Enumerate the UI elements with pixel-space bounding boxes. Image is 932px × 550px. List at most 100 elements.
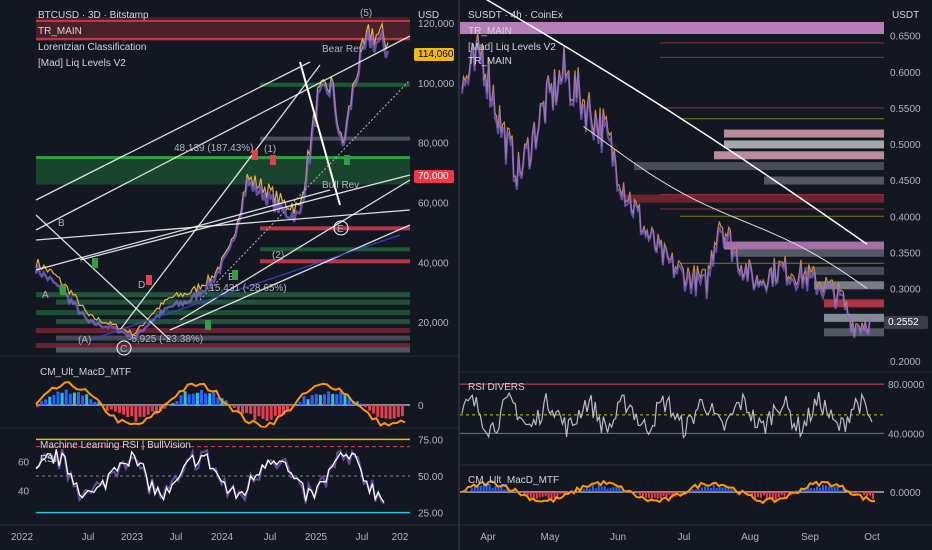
btc-liq-band [56, 347, 410, 353]
btc-liq-band [260, 136, 410, 141]
btc-waveC-circle [116, 340, 132, 356]
btc-macd-bar [306, 399, 310, 405]
susdt-macd-bar [615, 486, 618, 492]
susdt-liq-band [824, 313, 884, 322]
btc-signal-marker [92, 258, 98, 268]
btc-signal-marker [146, 275, 152, 285]
btc-rsi-title[interactable]: Machine Learning RSI | BullVision [40, 440, 191, 451]
susdt-macd-bar [647, 492, 650, 499]
btc-macd-bar [130, 405, 134, 417]
btc-macd-bar [48, 396, 52, 405]
btc-macd-bar [236, 405, 240, 413]
susdt-macd-bar [591, 485, 594, 492]
btc-liq-band [36, 328, 410, 334]
susdt-macd-bar [529, 492, 532, 498]
btc-macd-bar [273, 405, 277, 416]
btc-chart-panel[interactable]: 120,000 100,000 80,000 60,000 40,000 20,000 (5… [0, 0, 458, 550]
btc-macd-title[interactable]: CM_Ult_MacD_MTF [40, 367, 132, 378]
susdt-macd-bar [644, 492, 647, 498]
btc-macd-bar [298, 401, 302, 405]
btc-macd-bar [318, 394, 322, 405]
susdt-time-axis-label: Oct [864, 532, 880, 543]
susdt-macd-bar [659, 492, 662, 499]
susdt-price-axis-label: 0.4000 [890, 212, 921, 223]
susdt-macd-bar [538, 492, 541, 498]
btc-liq-band [56, 319, 410, 325]
btc-indicator-1[interactable]: TR_MAIN [38, 26, 82, 37]
susdt-macd-bar [863, 492, 866, 496]
btc-macd-bar [142, 405, 146, 417]
btc-macd-bar [154, 405, 158, 415]
susdt-currency-label[interactable]: USDT [892, 10, 920, 21]
btc-macd-bar [392, 405, 396, 419]
btc-macd-bar [216, 397, 220, 405]
susdt-liq-band [634, 162, 884, 171]
susdt-macd-bar [718, 484, 721, 492]
btc-macd-bar [179, 395, 183, 405]
btc-rsi-level-right: 75.00 [418, 435, 443, 446]
susdt-time-axis-label: Jun [610, 532, 626, 543]
btc-currency-label[interactable]: USD [418, 10, 440, 21]
btc-macd-bar [359, 403, 363, 405]
btc-macd-bar [200, 390, 203, 405]
btc-trend-line [35, 189, 331, 271]
btc-macd-bar [167, 405, 171, 406]
susdt-macd-bar [541, 492, 544, 497]
btc-signal-marker [205, 320, 211, 330]
susdt-liq-band [714, 151, 884, 160]
susdt-liq-band [814, 281, 884, 290]
btc-macd-bar [36, 405, 39, 408]
btc-indicator-2[interactable]: Lorentzian Classification [38, 42, 147, 53]
btc-chart-canvas[interactable]: 120,000 100,000 80,000 60,000 40,000 20,000 (5… [0, 0, 458, 550]
btc-macd-line [35, 381, 406, 428]
btc-macd-bar [376, 405, 380, 417]
btc-red-line-top [36, 19, 410, 22]
susdt-macd-bar [467, 490, 470, 492]
susdt-macd-bar [506, 487, 509, 492]
susdt-time-axis-label: Jul [678, 532, 691, 543]
btc-macd-bar [253, 405, 257, 421]
susdt-macd-bar [754, 492, 757, 499]
btc-macd-bar [175, 401, 179, 405]
susdt-long-ma [485, 0, 868, 245]
btc-macd-bar [400, 405, 404, 417]
susdt-indicator-1[interactable]: TR_MAIN [468, 26, 512, 37]
btc-time-axis-label: Jul [82, 532, 95, 543]
btc-macd-bar [171, 403, 175, 405]
susdt-indicator-3[interactable]: TR_MAIN [468, 56, 512, 67]
btc-rsi-level-left: 40 [18, 487, 30, 498]
btc-indicator-3[interactable]: [Mad] Liq Levels V2 [38, 58, 126, 69]
btc-A-label: A [42, 290, 49, 301]
susdt-chart-panel[interactable]: 0.6500 0.6000 0.5500 0.5000 0.4500 0.4000 0.35… [460, 0, 932, 550]
btc-macd-bar [85, 394, 89, 405]
panel-divider[interactable] [458, 0, 460, 550]
btc-macd-bar [327, 391, 331, 405]
susdt-macd-bar [665, 492, 668, 498]
btc-waveE-label: E [337, 224, 344, 235]
susdt-rsi-title[interactable]: RSI DIVERS [468, 382, 525, 393]
susdt-indicator-2[interactable]: [Mad] Liq Levels V2 [468, 42, 556, 53]
susdt-chart-canvas[interactable]: 0.6500 0.6000 0.5500 0.5000 0.4500 0.4000 0.35… [460, 0, 932, 550]
btc-macd-bar [122, 405, 126, 415]
btc-rsi-sub: RSI [40, 454, 57, 465]
susdt-macd-bar [721, 487, 724, 492]
btc-macd-bar [89, 399, 93, 405]
susdt-rsi-level-label: 80.0000 [888, 380, 925, 391]
btc-macd-bar [310, 395, 314, 405]
susdt-macd-bar [869, 492, 872, 496]
susdt-macd-bar [677, 492, 680, 493]
susdt-macd-bar [771, 492, 774, 500]
susdt-price-axis-label: 0.3000 [890, 285, 921, 296]
btc-time-axis-label: Jul [170, 532, 183, 543]
susdt-macd-title[interactable]: CM_Ult_MacD_MTF [468, 475, 560, 486]
susdt-macd-bar [503, 489, 506, 492]
btc-macd-bar [97, 402, 101, 405]
btc-macd-bar [126, 405, 130, 418]
susdt-ma-band [461, 38, 871, 339]
susdt-macd-bar [839, 490, 842, 492]
btc-macd-bar [245, 405, 249, 413]
susdt-top-pink-band [460, 22, 884, 34]
btc-price-axis-label: 120,000 [418, 19, 455, 30]
btc-B-label: B [58, 218, 65, 229]
susdt-macd-bar [588, 488, 591, 492]
